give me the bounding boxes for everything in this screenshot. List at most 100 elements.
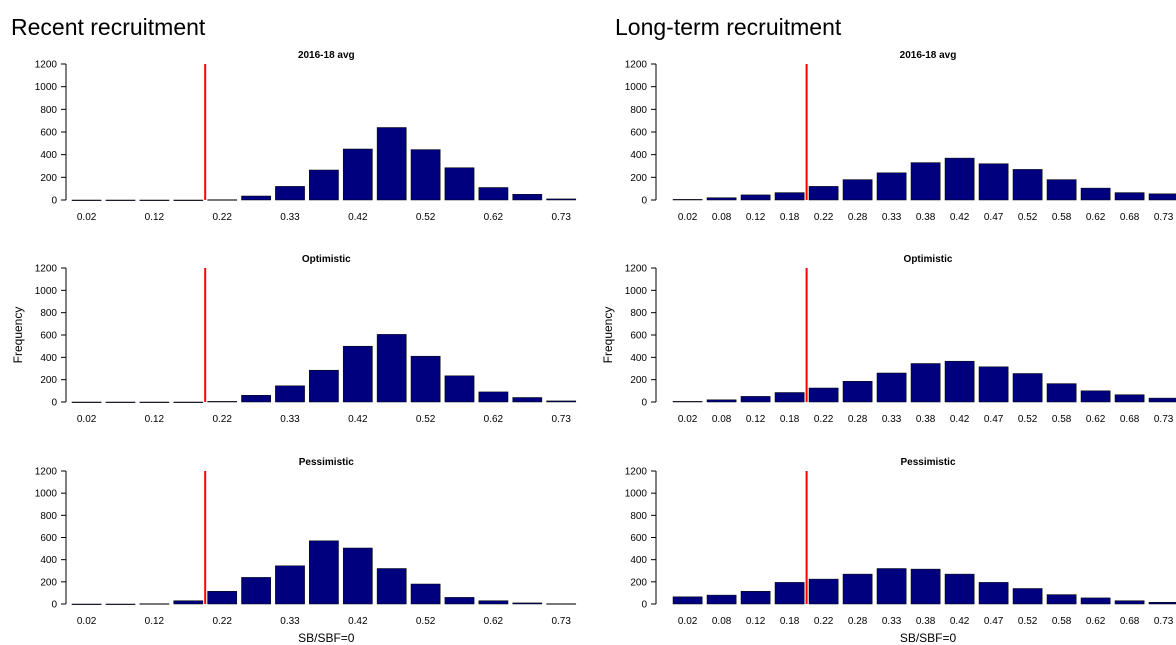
bar-0.38 (910, 568, 941, 605)
x-tick-label: 0.47 (984, 212, 1004, 223)
y-tick-label: 600 (40, 533, 57, 544)
bar-0.07 (105, 199, 136, 201)
bar-0.17 (173, 600, 204, 605)
bar-0.12 (740, 396, 771, 403)
bar-0.68 (1114, 192, 1145, 201)
y-axis-label: Frequency (11, 307, 25, 364)
x-tick-label: 0.42 (950, 616, 970, 627)
bar-0.68 (1114, 600, 1145, 605)
x-tick-label: 0.12 (746, 414, 766, 425)
x-tick-label: 0.68 (1120, 616, 1140, 627)
x-tick-label: 0.28 (848, 414, 868, 425)
y-tick-label: 200 (40, 577, 57, 588)
x-tick-label: 0.18 (780, 414, 800, 425)
x-tick-label: 0.62 (1086, 616, 1106, 627)
y-tick-label: 800 (40, 308, 57, 319)
bar-0.47 (978, 366, 1009, 403)
bar-0.22 (207, 199, 238, 201)
x-axis-label: SB/SBF=0 (900, 631, 957, 645)
bar-0.62 (1080, 187, 1111, 201)
bar-0.28 (842, 573, 873, 605)
panel-title: Optimistic (904, 254, 953, 265)
x-tick-label: 0.08 (712, 414, 732, 425)
y-tick-label: 0 (641, 196, 647, 207)
x-tick-label: 0.33 (280, 414, 300, 425)
x-tick-label: 0.02 (77, 616, 97, 627)
bar-0.17 (173, 199, 204, 201)
x-axis-label: SB/SBF=0 (298, 631, 355, 645)
histogram-panel-1: 0 200 400 600 800 1000 1200 0.02 0.12 0.22 0.33 0.4… (35, 50, 577, 223)
bar-0.22 (207, 591, 238, 605)
bar-0.38 (309, 169, 339, 201)
bar-0.12 (139, 603, 170, 605)
x-tick-label: 0.22 (814, 616, 834, 627)
x-tick-label: 0.73 (551, 414, 571, 425)
y-tick-label: 0 (641, 398, 647, 409)
y-tick-label: 200 (40, 375, 57, 386)
bar-0.62 (478, 600, 509, 605)
y-tick-label: 800 (630, 511, 647, 522)
x-tick-label: 0.02 (678, 212, 698, 223)
bar-0.12 (139, 199, 170, 201)
bar-0.57 (444, 597, 475, 605)
bar-0.68 (512, 194, 543, 201)
x-tick-label: 0.33 (280, 616, 300, 627)
bar-0.47 (376, 568, 407, 605)
x-tick-label: 0.22 (814, 212, 834, 223)
x-tick-label: 0.62 (484, 212, 504, 223)
x-tick-label: 0.73 (1154, 212, 1174, 223)
bar-0.33 (275, 385, 305, 403)
y-tick-label: 200 (630, 173, 647, 184)
x-tick-label: 0.33 (882, 414, 902, 425)
x-tick-label: 0.62 (484, 414, 504, 425)
bar-0.42 (944, 573, 975, 605)
x-tick-label: 0.02 (678, 616, 698, 627)
y-tick-label: 400 (40, 353, 57, 364)
x-tick-label: 0.02 (678, 414, 698, 425)
bar-0.28 (842, 179, 873, 201)
bar-0.47 (376, 334, 407, 403)
bar-0.07 (105, 401, 136, 403)
bar-0.12 (740, 591, 771, 605)
y-tick-label: 400 (630, 555, 647, 566)
bar-0.47 (978, 163, 1009, 201)
y-tick-label: 400 (40, 555, 57, 566)
x-tick-label: 0.22 (212, 414, 232, 425)
bar-0.02 (71, 199, 102, 201)
bar-0.02 (71, 603, 102, 605)
x-tick-label: 0.73 (551, 616, 571, 627)
x-tick-label: 0.52 (416, 212, 436, 223)
y-tick-label: 600 (630, 533, 647, 544)
y-tick-label: 600 (40, 128, 57, 139)
bar-0.38 (910, 162, 941, 201)
x-tick-label: 0.33 (882, 616, 902, 627)
bar-0.68 (512, 397, 543, 403)
y-tick-label: 0 (51, 398, 57, 409)
bar-0.33 (876, 172, 907, 201)
bar-0.62 (478, 187, 509, 201)
histogram-panel-2: 0 200 400 600 800 1000 1200 0.02 0.12 0.22 0.33 0.4… (11, 254, 577, 425)
bar-0.52 (410, 149, 441, 201)
y-tick-label: 1000 (35, 286, 58, 297)
y-tick-label: 0 (641, 600, 647, 611)
y-tick-label: 1200 (35, 467, 58, 478)
bar-0.17 (173, 401, 204, 403)
bar-0.33 (876, 372, 907, 403)
bar-0.73 (1148, 193, 1176, 201)
bar-0.68 (1114, 394, 1145, 403)
y-tick-label: 1000 (35, 82, 58, 93)
y-tick-label: 200 (40, 173, 57, 184)
panel-title: 2016-18 avg (298, 50, 355, 61)
x-tick-label: 0.02 (77, 212, 97, 223)
y-tick-label: 1000 (35, 489, 58, 500)
bar-0.28 (842, 381, 873, 403)
y-tick-label: 1200 (35, 264, 58, 275)
bar-0.38 (309, 369, 339, 403)
bar-0.02 (672, 401, 703, 403)
bar-0.27 (241, 195, 271, 201)
y-tick-label: 1200 (35, 60, 58, 71)
bar-0.52 (410, 355, 441, 403)
x-tick-label: 0.58 (1052, 616, 1072, 627)
y-tick-label: 1200 (625, 264, 648, 275)
bar-0.22 (207, 401, 238, 403)
